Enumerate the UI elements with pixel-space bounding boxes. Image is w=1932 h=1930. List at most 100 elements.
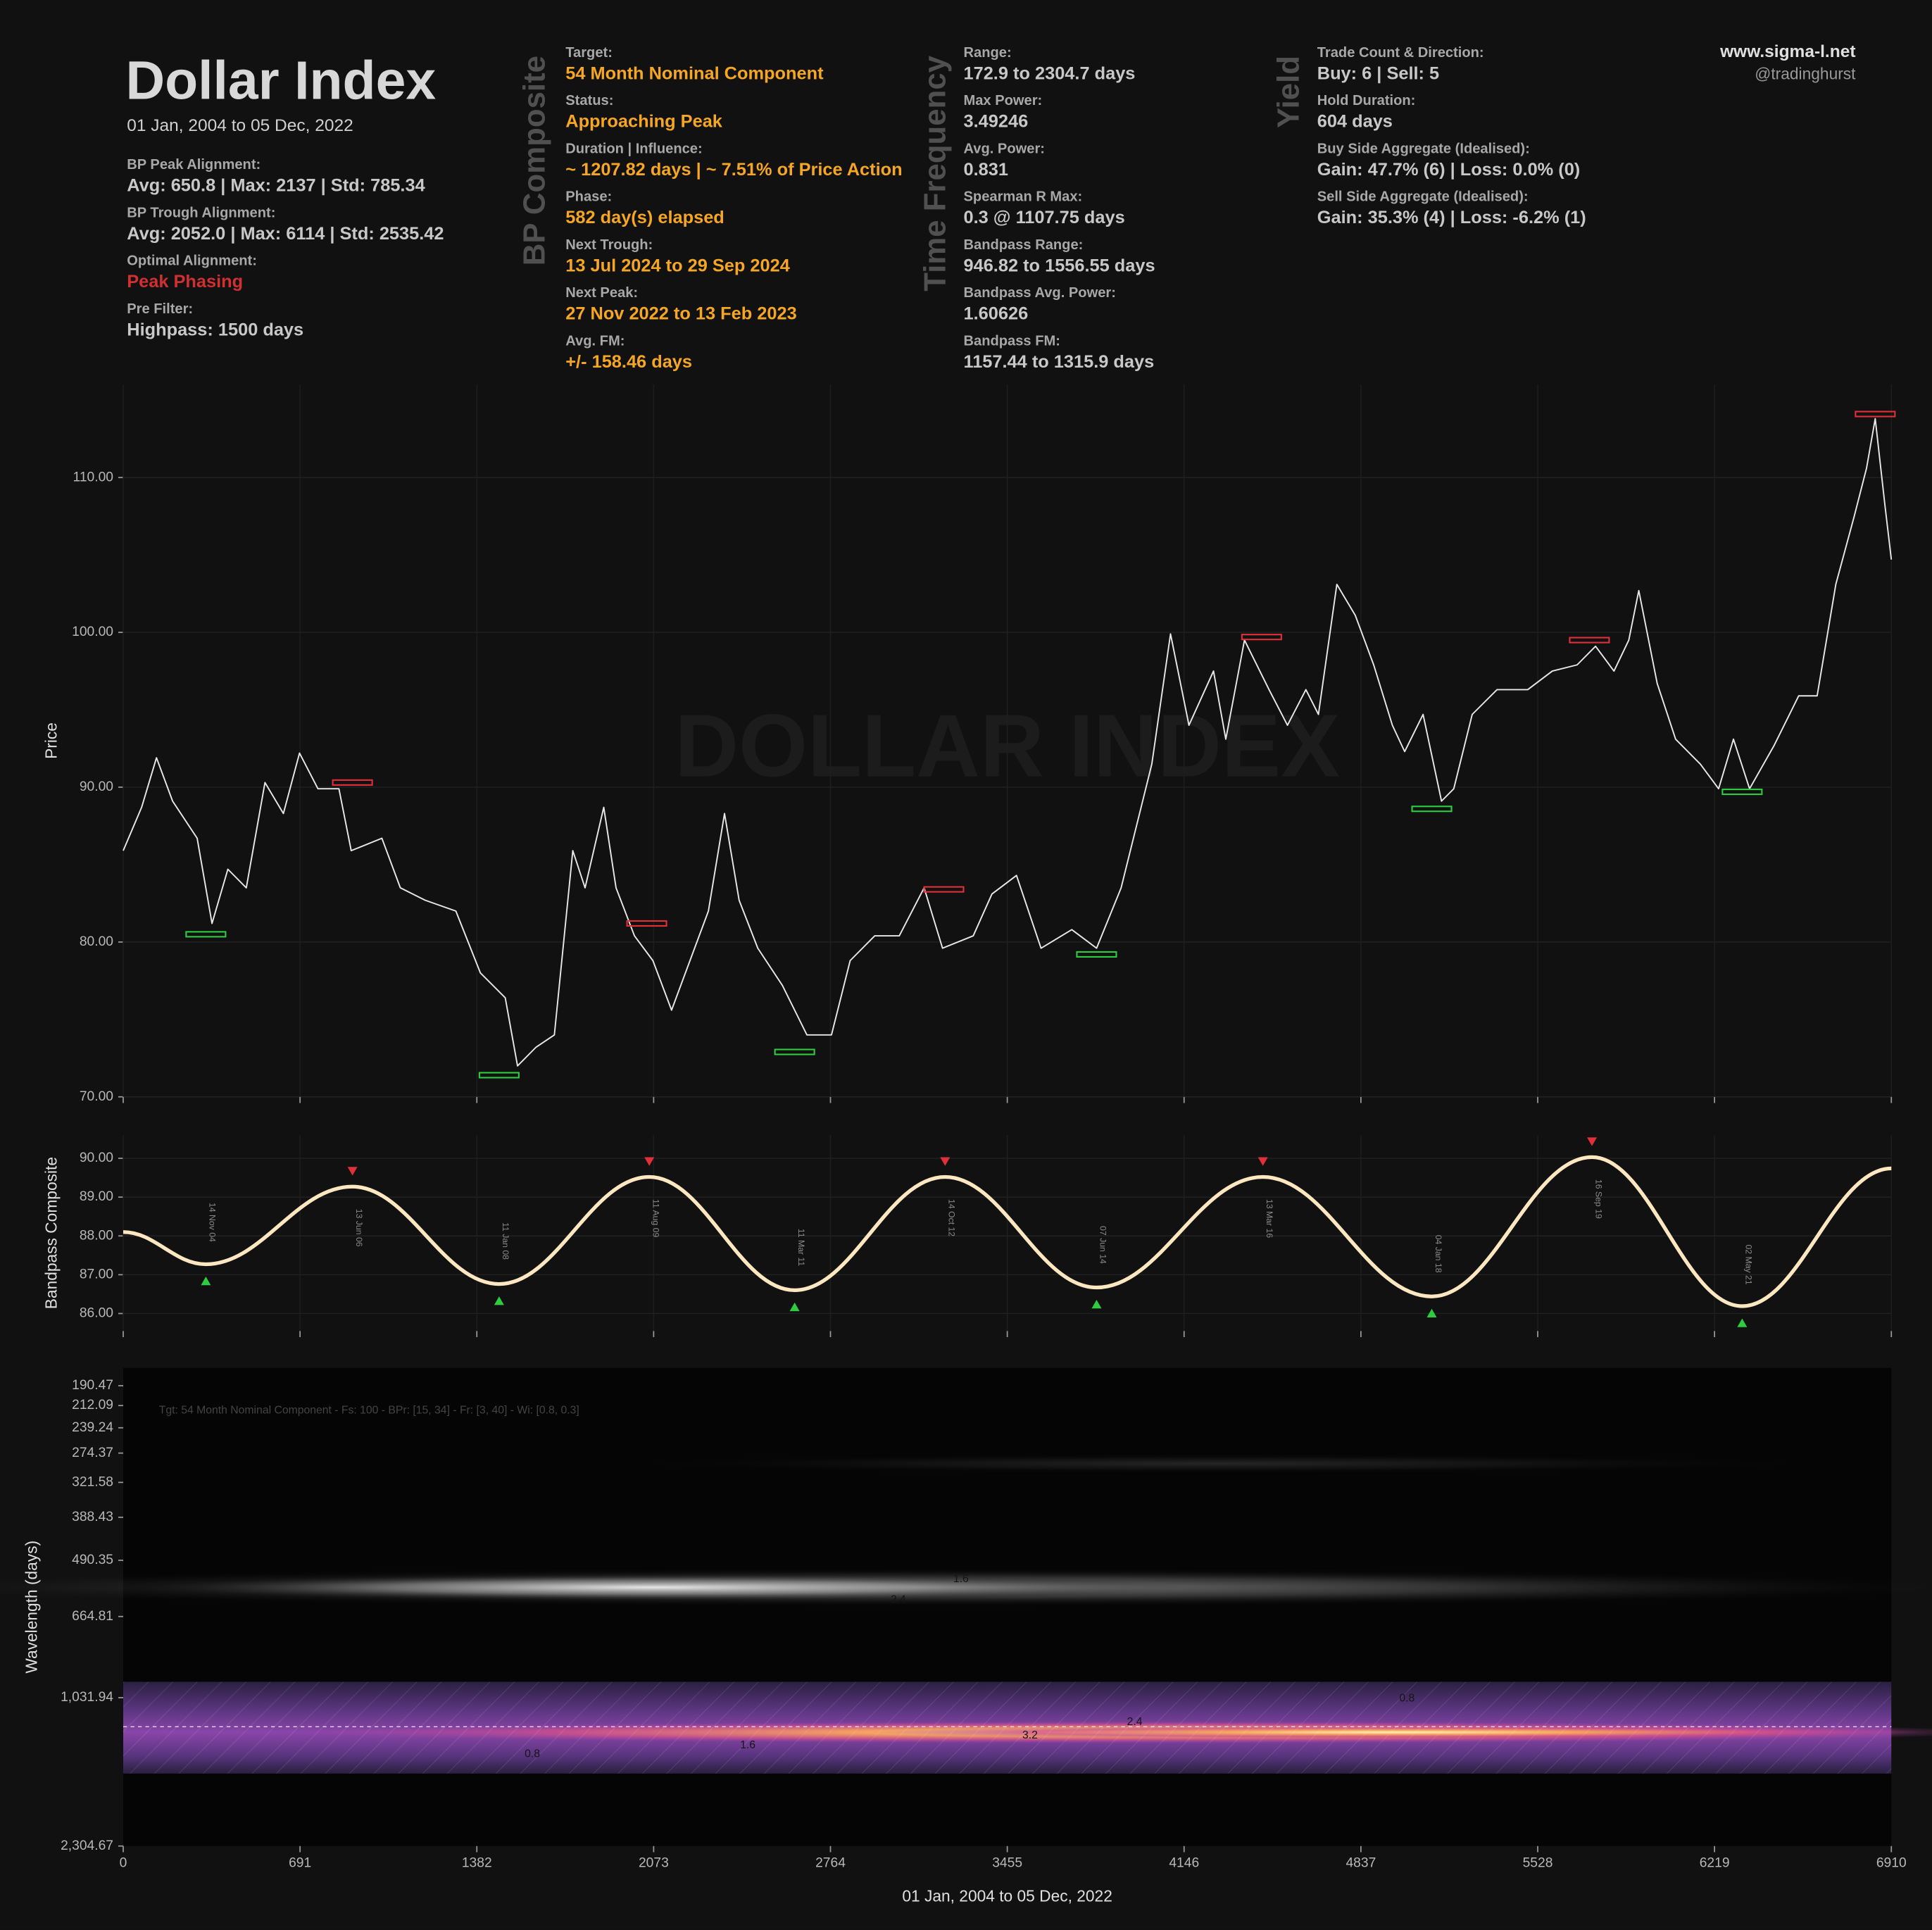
x-tick-label: 3455 bbox=[992, 1855, 1022, 1870]
item-label: Trade Count & Direction: bbox=[1317, 45, 1484, 61]
extremum-label: 13 Mar 16 bbox=[1265, 1199, 1274, 1238]
item-value: 27 Nov 2022 to 13 Feb 2023 bbox=[565, 304, 796, 324]
y-tick-label: 2,304.67 bbox=[61, 1838, 113, 1853]
peak-box bbox=[923, 886, 965, 893]
trough-box bbox=[185, 931, 227, 938]
item-value: Gain: 35.3% (4) | Loss: -6.2% (1) bbox=[1317, 208, 1586, 227]
trough-box bbox=[1721, 789, 1763, 796]
item-value: 13 Jul 2024 to 29 Sep 2024 bbox=[565, 256, 790, 275]
peak-box bbox=[332, 779, 373, 786]
extremum-label: 14 Oct 12 bbox=[947, 1199, 957, 1236]
item-value: Avg: 650.8 | Max: 2137 | Std: 785.34 bbox=[127, 176, 425, 196]
y-tick-label: 321.58 bbox=[72, 1474, 113, 1489]
trough-box bbox=[478, 1072, 520, 1079]
item-label: Duration | Influence: bbox=[565, 141, 702, 156]
panel-heading: Yield bbox=[1271, 56, 1305, 128]
y-tick-label: 490.35 bbox=[72, 1553, 113, 1567]
extremum-label: 13 Jun 06 bbox=[354, 1209, 364, 1247]
trough-box bbox=[774, 1048, 815, 1055]
subtitle: 01 Jan, 2004 to 05 Dec, 2022 bbox=[127, 116, 353, 135]
peak-marker bbox=[1587, 1137, 1598, 1146]
x-axis-title: 01 Jan, 2004 to 05 Dec, 2022 bbox=[902, 1887, 1112, 1905]
peak-marker bbox=[644, 1157, 655, 1166]
item-label: Avg. FM: bbox=[565, 333, 625, 349]
item-label: Bandpass Avg. Power: bbox=[964, 285, 1116, 301]
contour-label: 2.4 bbox=[891, 1593, 906, 1605]
item-label: Buy Side Aggregate (Idealised): bbox=[1317, 141, 1530, 156]
item-value: 54 Month Nominal Component bbox=[565, 63, 824, 83]
ridge-glow bbox=[601, 1453, 1838, 1474]
x-tick-label: 2073 bbox=[639, 1855, 669, 1870]
contour-label: 0.8 bbox=[525, 1748, 540, 1760]
item-value: 1157.44 to 1315.9 days bbox=[964, 352, 1155, 372]
extremum-label: 16 Sep 19 bbox=[1593, 1179, 1603, 1219]
item-label: Next Peak: bbox=[565, 285, 638, 301]
peak-marker bbox=[347, 1167, 358, 1176]
y-tick-label: 274.37 bbox=[72, 1446, 113, 1460]
item-label: Next Trough: bbox=[565, 237, 653, 253]
x-tick-label: 4837 bbox=[1346, 1855, 1376, 1870]
item-value: Buy: 6 | Sell: 5 bbox=[1317, 63, 1439, 83]
peak-marker bbox=[1257, 1157, 1268, 1166]
peak-box bbox=[626, 920, 667, 927]
item-label: Hold Duration: bbox=[1317, 93, 1416, 108]
ridge-glow bbox=[123, 1574, 1184, 1601]
y-axis-title: Price bbox=[42, 722, 61, 759]
extremum-label: 07 Jun 14 bbox=[1098, 1226, 1108, 1264]
item-value: Peak Phasing bbox=[127, 272, 243, 292]
trough-marker bbox=[1091, 1300, 1102, 1309]
y-axis-title: Bandpass Composite bbox=[42, 1157, 61, 1309]
peak-marker bbox=[940, 1157, 951, 1166]
extremum-label: 02 May 21 bbox=[1744, 1244, 1754, 1284]
contour-label: 3.2 bbox=[1022, 1729, 1038, 1741]
peak-box bbox=[1241, 634, 1282, 641]
item-label: Bandpass Range: bbox=[964, 237, 1084, 253]
y-tick-label: 190.47 bbox=[72, 1378, 113, 1393]
peak-box bbox=[1569, 637, 1610, 644]
extremum-label: 04 Jan 18 bbox=[1434, 1235, 1443, 1273]
x-tick-label: 2764 bbox=[815, 1855, 846, 1870]
trough-marker bbox=[1737, 1318, 1748, 1327]
y-tick-label: 87.00 bbox=[80, 1267, 113, 1282]
handle: @tradinghurst bbox=[1755, 64, 1856, 82]
y-tick-label: 110.00 bbox=[73, 470, 113, 484]
item-label: Avg. Power: bbox=[964, 141, 1045, 156]
y-tick-label: 90.00 bbox=[80, 1151, 113, 1165]
item-label: BP Peak Alignment: bbox=[127, 157, 261, 173]
contour-label: 2.4 bbox=[1127, 1716, 1143, 1728]
x-tick-label: 5528 bbox=[1523, 1855, 1553, 1870]
y-tick-label: 86.00 bbox=[80, 1306, 113, 1321]
item-value: ~ 1207.82 days | ~ 7.51% of Price Action bbox=[565, 160, 902, 180]
contour-label: 1.6 bbox=[953, 1573, 969, 1585]
extremum-label: 11 Mar 11 bbox=[796, 1229, 806, 1267]
extremum-label: 11 Aug 09 bbox=[651, 1199, 660, 1237]
x-tick-label: 4146 bbox=[1169, 1855, 1199, 1870]
trough-marker bbox=[494, 1296, 504, 1305]
item-value: 582 day(s) elapsed bbox=[565, 208, 724, 227]
peak-box bbox=[1855, 411, 1896, 418]
item-label: BP Trough Alignment: bbox=[127, 205, 275, 220]
series-line bbox=[123, 418, 1893, 1067]
item-label: Status: bbox=[565, 93, 613, 108]
item-label: Target: bbox=[565, 45, 613, 61]
trough-marker bbox=[201, 1276, 211, 1286]
item-value: 172.9 to 2304.7 days bbox=[964, 63, 1136, 83]
y-tick-label: 239.24 bbox=[72, 1420, 113, 1435]
charts: BP Peak Alignment: Avg: 650.8 | Max: 2137… bbox=[0, 45, 1932, 1905]
item-value: 0.831 bbox=[964, 160, 1008, 180]
extremum-label: 14 Nov 04 bbox=[208, 1203, 218, 1242]
contour-label: 1.6 bbox=[740, 1739, 755, 1751]
y-tick-label: 1,031.94 bbox=[61, 1690, 113, 1705]
y-tick-label: 212.09 bbox=[72, 1398, 113, 1412]
x-tick-label: 0 bbox=[120, 1855, 127, 1870]
item-value: 1.60626 bbox=[964, 304, 1029, 324]
item-value: Highpass: 1500 days bbox=[127, 320, 303, 339]
extremum-label: 11 Jan 08 bbox=[501, 1222, 510, 1260]
item-label: Optimal Alignment: bbox=[127, 253, 257, 269]
y-tick-label: 88.00 bbox=[80, 1228, 113, 1243]
contour-label: 0.8 bbox=[1399, 1693, 1414, 1705]
y-tick-label: 80.00 bbox=[80, 934, 113, 949]
item-value: +/- 158.46 days bbox=[565, 352, 692, 372]
